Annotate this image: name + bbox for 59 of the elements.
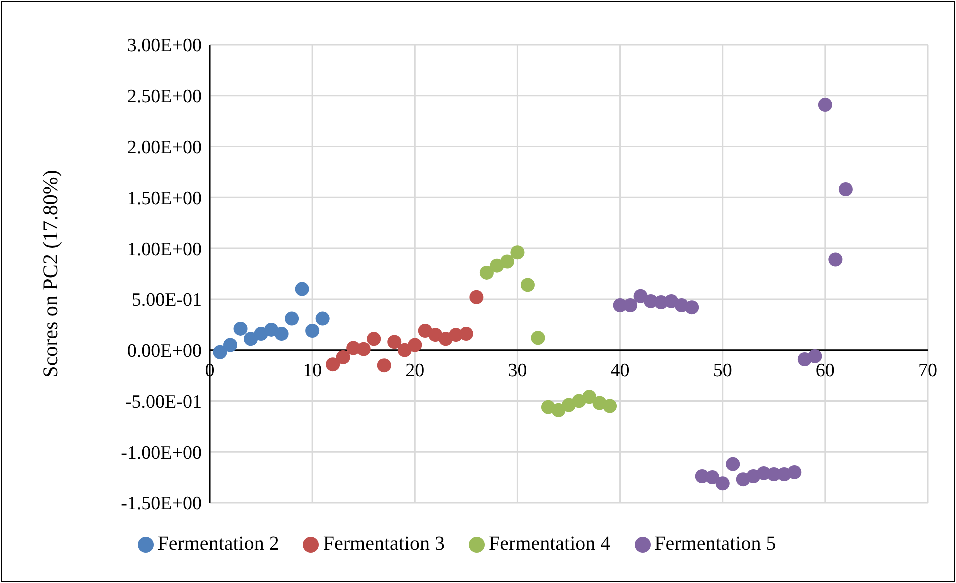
point xyxy=(603,399,618,414)
point xyxy=(326,358,340,372)
y-tick-label: 3.00E+00 xyxy=(127,36,202,57)
point xyxy=(716,476,730,491)
point xyxy=(377,358,392,373)
point xyxy=(316,312,330,326)
y-tick-label: 0.00E+00 xyxy=(127,341,202,362)
legend-label: Fermentation 4 xyxy=(489,533,611,555)
point xyxy=(818,98,832,112)
point xyxy=(295,282,310,296)
point xyxy=(470,290,484,304)
point xyxy=(398,343,412,358)
point xyxy=(582,390,597,404)
point xyxy=(788,465,802,480)
point xyxy=(531,331,546,346)
point xyxy=(808,349,822,364)
y-tick-label: 2.00E+00 xyxy=(127,138,202,159)
point xyxy=(500,254,514,269)
point xyxy=(306,324,320,338)
x-tick-label: 50 xyxy=(713,360,732,382)
point xyxy=(356,342,371,356)
point xyxy=(388,335,402,350)
point xyxy=(685,300,700,315)
point xyxy=(624,298,638,313)
x-tick-label: 10 xyxy=(303,360,322,382)
y-tick-label: 5.00E-01 xyxy=(132,290,202,312)
point xyxy=(828,252,843,267)
y-tick-label: 2.50E+00 xyxy=(127,86,202,108)
point xyxy=(336,350,350,364)
point xyxy=(459,327,474,342)
x-tick-label: 30 xyxy=(508,360,528,382)
y-tick-label: -5.00E-01 xyxy=(125,392,202,413)
legend-label: Fermentation 3 xyxy=(323,533,445,555)
point xyxy=(224,338,238,352)
point xyxy=(367,332,382,346)
point xyxy=(838,182,853,197)
x-tick-label: 20 xyxy=(406,360,425,382)
point xyxy=(274,327,289,342)
x-tick-label: 60 xyxy=(816,360,835,382)
x-tick-label: 40 xyxy=(610,360,630,382)
point xyxy=(552,403,566,418)
y-tick-label: -1.00E+00 xyxy=(121,442,202,464)
point xyxy=(520,278,535,292)
point xyxy=(285,312,300,326)
point xyxy=(706,470,720,485)
y-tick-label: -1.50E+00 xyxy=(121,494,202,515)
x-tick-label: 70 xyxy=(918,360,938,382)
point xyxy=(234,322,248,336)
legend-label: Fermentation 2 xyxy=(158,533,280,555)
point xyxy=(244,332,258,346)
y-tick-label: 1.00E+00 xyxy=(127,239,202,260)
legend-label: Fermentation 5 xyxy=(654,533,776,555)
point xyxy=(726,457,740,472)
y-tick-label: 1.50E+00 xyxy=(127,188,202,210)
point xyxy=(213,345,228,360)
point xyxy=(408,338,422,352)
point xyxy=(480,266,494,280)
point xyxy=(510,246,525,260)
y-axis-title: Scores on PC2 (17.80%) xyxy=(38,170,62,378)
